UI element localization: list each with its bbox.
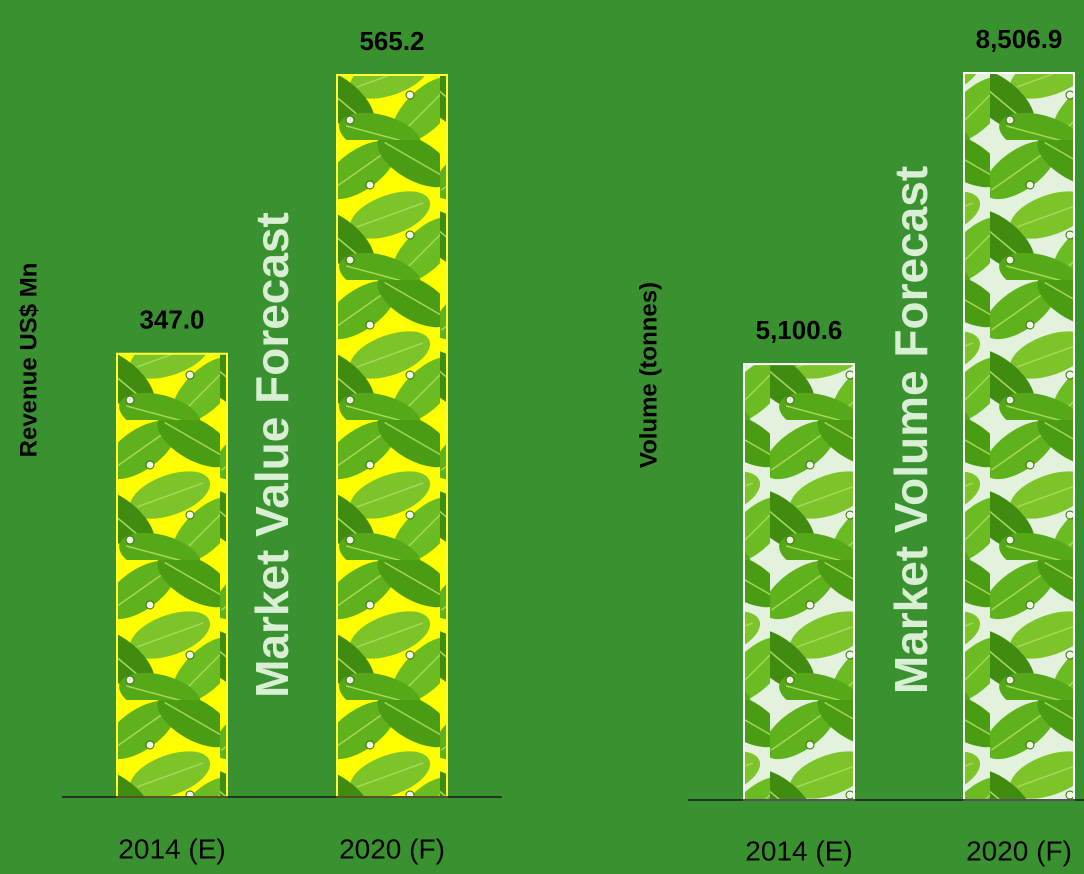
x-tick-label: 2020 (F) [966,835,1072,866]
y-axis-label: Revenue US$ Mn [15,263,42,458]
bar [116,352,228,798]
x-tick-label: 2014 (E) [745,835,852,866]
value-label: 5,100.6 [756,315,843,345]
x-tick-label: 2014 (E) [118,833,225,864]
x-tick-label: 2020 (F) [339,833,445,864]
chart-title: Market Volume Forecast [885,166,937,694]
value-label: 8,506.9 [976,24,1063,54]
y-axis-label: Volume (tonnes) [635,282,662,468]
bar [743,363,855,801]
chart-title: Market Value Forecast [246,212,298,698]
bar [336,74,448,798]
value-label: 347.0 [139,305,204,335]
value-label: 565.2 [359,26,424,56]
bar [963,72,1075,801]
